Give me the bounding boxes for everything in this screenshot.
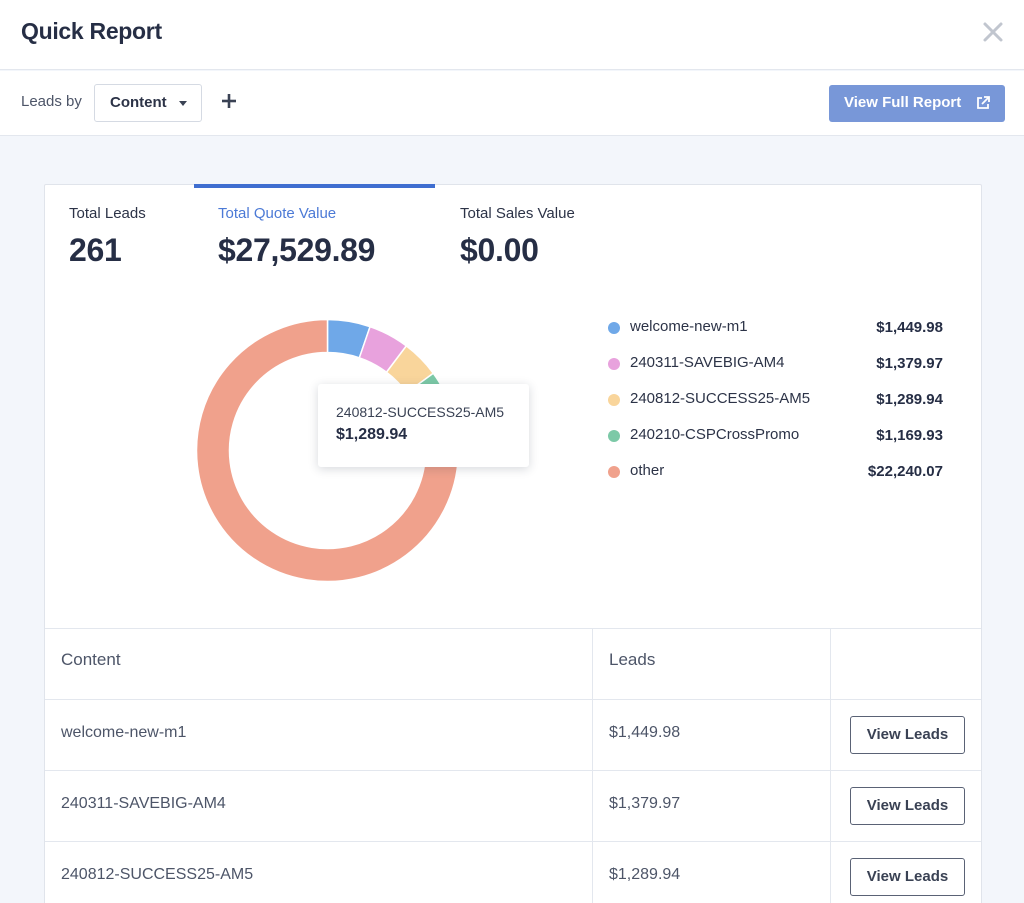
- stat-label: Total Leads: [69, 205, 146, 222]
- view-leads-button[interactable]: View Leads: [850, 858, 965, 896]
- leads-value: $1,289.94: [609, 866, 681, 883]
- legend-item[interactable]: 240812-SUCCESS25-AM5 $1,289.94: [608, 389, 943, 413]
- tab-total-sales-value[interactable]: Total Sales Value $0.00: [460, 205, 575, 269]
- plus-icon[interactable]: [219, 91, 239, 111]
- stat-label: Total Sales Value: [460, 205, 575, 222]
- view-leads-button[interactable]: View Leads: [850, 716, 965, 754]
- table-cell: View Leads: [831, 842, 981, 903]
- table-header-row: Content Leads: [45, 628, 981, 699]
- legend-item[interactable]: welcome-new-m1 $1,449.98: [608, 317, 943, 341]
- active-tab-indicator: [194, 184, 435, 188]
- content-name: welcome-new-m1: [61, 724, 187, 741]
- page-title: Quick Report: [21, 18, 162, 44]
- caret-down-icon: [179, 101, 187, 106]
- chart-tooltip: 240812-SUCCESS25-AM5 $1,289.94: [318, 384, 529, 467]
- table-header-cell: [831, 629, 981, 699]
- view-leads-button[interactable]: View Leads: [850, 787, 965, 825]
- legend-value: $1,449.98: [876, 319, 943, 336]
- legend-item[interactable]: 240210-CSPCrossPromo $1,169.93: [608, 425, 943, 449]
- legend-value: $1,289.94: [876, 391, 943, 408]
- leads-value: $1,449.98: [609, 724, 681, 741]
- stat-value: $27,529.89: [218, 232, 376, 268]
- legend-value: $1,379.97: [876, 355, 943, 372]
- legend-label: 240311-SAVEBIG-AM4: [630, 354, 785, 371]
- table-row: 240311-SAVEBIG-AM4 $1,379.97 View Leads: [45, 770, 981, 841]
- table-cell: welcome-new-m1: [45, 700, 593, 770]
- legend-label: other: [630, 462, 665, 479]
- table-cell: 240311-SAVEBIG-AM4: [45, 771, 593, 841]
- legend-value: $1,169.93: [876, 427, 943, 444]
- external-link-icon: [977, 96, 990, 109]
- tooltip-name: 240812-SUCCESS25-AM5: [336, 404, 505, 420]
- table-cell: $1,449.98: [593, 700, 831, 770]
- stat-label: Total Quote Value: [218, 205, 337, 222]
- content-name: 240812-SUCCESS25-AM5: [61, 866, 254, 883]
- table-cell: $1,379.97: [593, 771, 831, 841]
- table-header-cell: Content: [45, 629, 593, 699]
- legend-label: 240812-SUCCESS25-AM5: [630, 390, 811, 407]
- group-by-select-value: Content: [110, 94, 167, 111]
- legend-value: $22,240.07: [867, 463, 943, 480]
- toolbar: Leads by Content View Full Report: [0, 71, 1024, 136]
- stat-value: 261: [69, 232, 122, 268]
- tab-total-leads[interactable]: Total Leads 261: [69, 205, 146, 269]
- leads-by-label: Leads by: [21, 93, 82, 110]
- legend-item[interactable]: other $22,240.07: [608, 461, 943, 485]
- view-full-report-button[interactable]: View Full Report: [829, 85, 1005, 122]
- column-header-content: Content: [61, 650, 121, 669]
- table-cell: View Leads: [831, 700, 981, 770]
- table-row: welcome-new-m1 $1,449.98 View Leads: [45, 699, 981, 770]
- table-cell: $1,289.94: [593, 842, 831, 903]
- tab-total-quote-value[interactable]: Total Quote Value $27,529.89: [218, 205, 375, 269]
- stat-value: $0.00: [460, 232, 539, 268]
- table-row: 240812-SUCCESS25-AM5 $1,289.94 View Lead…: [45, 841, 981, 903]
- view-full-report-label: View Full Report: [844, 94, 962, 111]
- table-header-cell: Leads: [593, 629, 831, 699]
- table-cell: View Leads: [831, 771, 981, 841]
- report-card: Total Leads 261 Total Quote Value $27,52…: [44, 184, 982, 903]
- group-by-select[interactable]: Content: [94, 84, 202, 122]
- legend-dot: [608, 358, 620, 370]
- content-name: 240311-SAVEBIG-AM4: [61, 795, 226, 812]
- legend-label: welcome-new-m1: [630, 318, 748, 335]
- legend-dot: [608, 466, 620, 478]
- table-cell: 240812-SUCCESS25-AM5: [45, 842, 593, 903]
- tooltip-value: $1,289.94: [336, 426, 408, 443]
- legend-dot: [608, 394, 620, 406]
- column-header-leads: Leads: [609, 650, 656, 669]
- donut-slice-5[interactable]: [195, 318, 460, 583]
- legend-dot: [608, 430, 620, 442]
- legend-label: 240210-CSPCrossPromo: [630, 426, 800, 443]
- legend-dot: [608, 322, 620, 334]
- legend-item[interactable]: 240311-SAVEBIG-AM4 $1,379.97: [608, 353, 943, 377]
- close-icon[interactable]: [980, 19, 1006, 45]
- modal-header: Quick Report: [0, 0, 1024, 70]
- leads-value: $1,379.97: [609, 795, 681, 812]
